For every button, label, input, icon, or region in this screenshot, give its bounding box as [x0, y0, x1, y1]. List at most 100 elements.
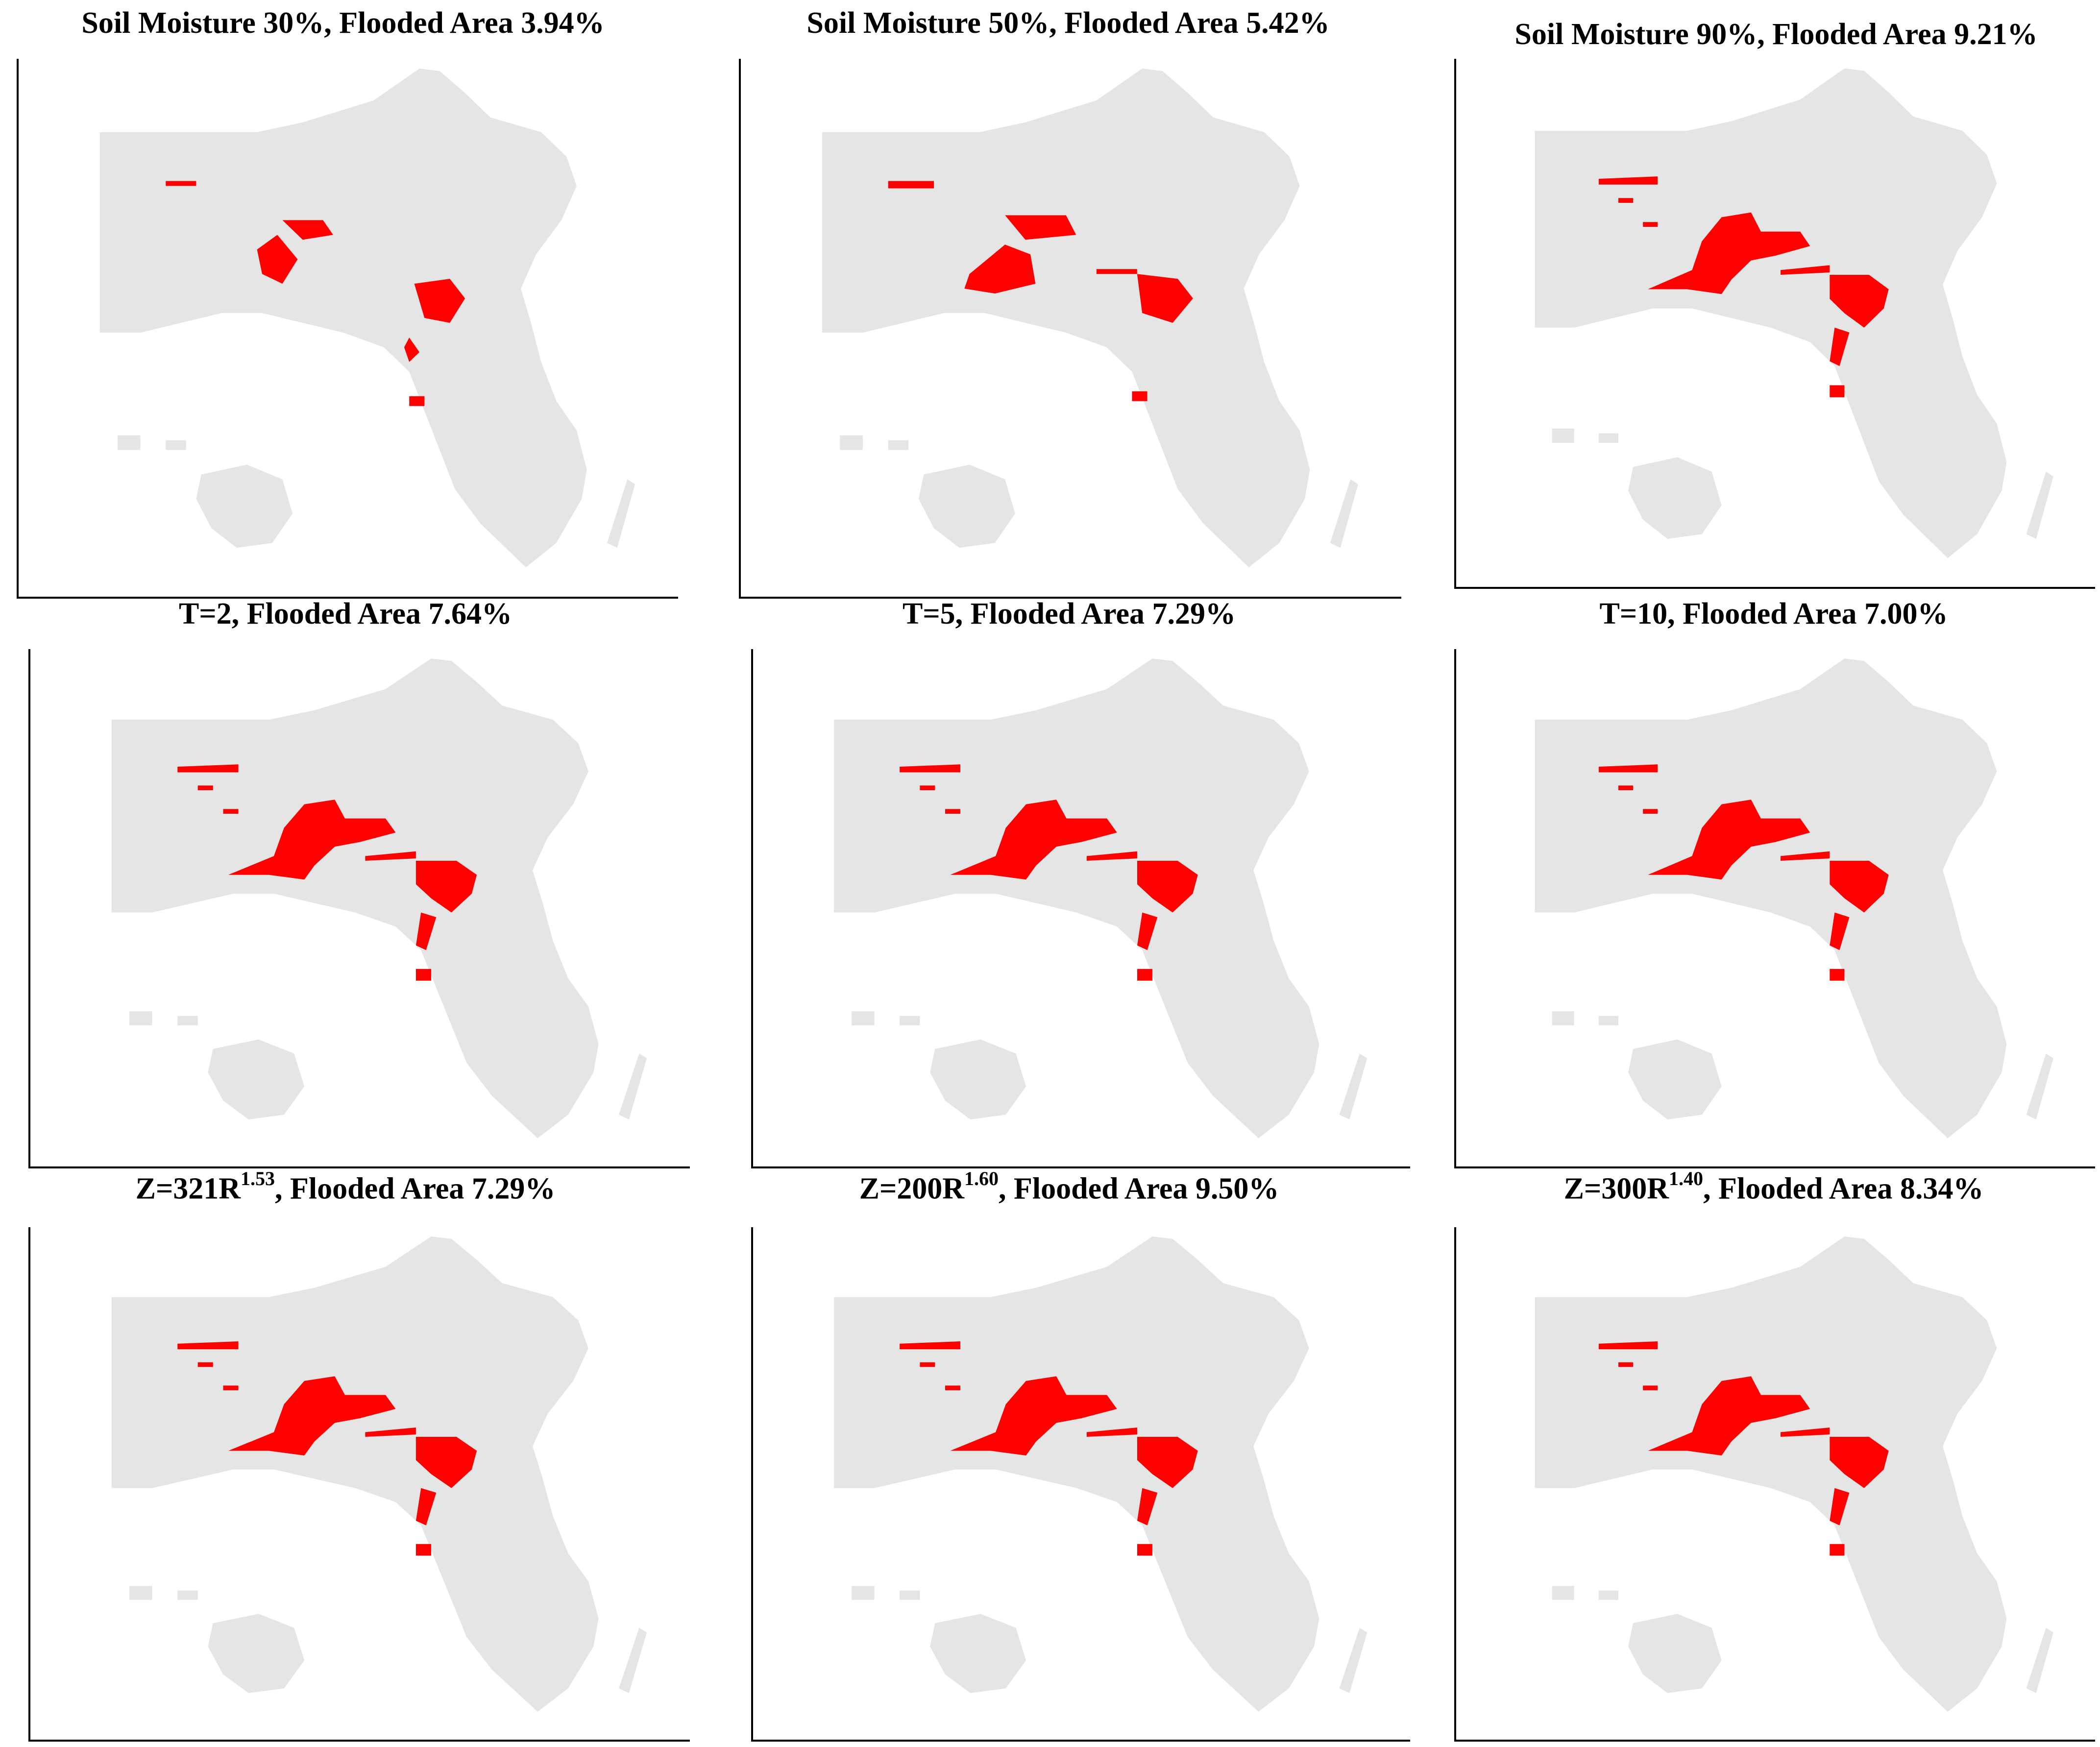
land-area — [834, 1237, 1319, 1712]
map-svg — [822, 68, 1358, 568]
panel-title: Soil Moisture 50%, Flooded Area 5.42% — [806, 6, 1330, 40]
flooded-area — [228, 800, 396, 880]
flooded-area — [1598, 764, 1658, 773]
land-patch — [930, 1614, 1026, 1693]
panel-title: Soil Moisture 30%, Flooded Area 3.94% — [81, 6, 605, 40]
land-patch — [900, 1590, 920, 1600]
flooded-area — [1618, 198, 1634, 203]
flooded-area — [1643, 222, 1658, 227]
flooded-area — [197, 1362, 213, 1367]
flooded-area — [900, 1341, 960, 1350]
land-patch — [900, 1016, 920, 1025]
land-patch — [1330, 479, 1358, 548]
flooded-area — [415, 912, 437, 950]
flooded-area — [414, 279, 465, 323]
flooded-area — [1086, 1427, 1137, 1437]
land-area — [822, 68, 1310, 568]
flooded-area — [1618, 1362, 1634, 1367]
flooded-area — [415, 1544, 431, 1556]
panel-title: Z=300R1.40, Flooded Area 8.34% — [1563, 1167, 1984, 1206]
map-frame — [28, 649, 690, 1168]
map-svg — [111, 1237, 647, 1712]
land-patch — [2026, 1627, 2053, 1693]
flooded-area — [950, 1376, 1117, 1456]
flooded-area — [282, 220, 333, 240]
flooded-area — [945, 1385, 960, 1390]
land-patch — [117, 435, 141, 450]
map-svg — [834, 1237, 1367, 1712]
flooded-area — [888, 181, 934, 189]
flooded-area — [228, 1376, 396, 1456]
land-patch — [852, 1011, 875, 1025]
flooded-area — [257, 235, 298, 284]
flooded-area — [1137, 861, 1198, 913]
flooded-area — [1137, 912, 1158, 950]
land-patch — [619, 1053, 647, 1119]
land-patch — [930, 1039, 1026, 1119]
map-svg — [1535, 1237, 2053, 1712]
land-patch — [1552, 1011, 1574, 1025]
land-area — [1535, 1237, 2007, 1712]
flooded-area — [1132, 391, 1148, 401]
flooded-area — [1643, 809, 1658, 814]
flooded-area — [415, 861, 477, 913]
flooded-area — [1137, 969, 1152, 981]
flooded-area — [415, 1488, 437, 1526]
land-patch — [1552, 428, 1574, 443]
land-patch — [208, 1614, 305, 1693]
flooded-area — [1005, 215, 1076, 240]
land-patch — [129, 1011, 152, 1025]
flooded-area — [1830, 275, 1889, 328]
land-patch — [177, 1016, 198, 1025]
flooded-area — [1643, 1385, 1658, 1390]
panel-title: Z=200R1.60, Flooded Area 9.50% — [859, 1167, 1279, 1206]
land-patch — [129, 1586, 152, 1600]
land-patch — [1598, 433, 1619, 443]
land-patch — [852, 1586, 875, 1600]
flooded-area — [1781, 851, 1830, 861]
flooded-area — [1830, 1436, 1889, 1488]
flooded-area — [1781, 1427, 1830, 1437]
flooded-area — [223, 1385, 239, 1390]
panel-title: T=5, Flooded Area 7.29% — [902, 597, 1236, 631]
land-patch — [177, 1590, 198, 1600]
flooded-area — [945, 809, 960, 814]
flooded-area — [1830, 969, 1845, 981]
flooded-area — [404, 337, 419, 362]
land-patch — [840, 435, 863, 450]
flooded-area — [177, 1341, 239, 1350]
flooded-area — [1830, 861, 1889, 913]
flooded-area — [415, 1436, 477, 1488]
land-patch — [166, 440, 186, 450]
panel-title: Soil Moisture 90%, Flooded Area 9.21% — [1514, 18, 2038, 51]
land-patch — [1628, 457, 1722, 539]
flooded-area — [1096, 269, 1137, 274]
flooded-area — [950, 800, 1117, 880]
flooded-area — [1598, 176, 1658, 185]
panel-title: Z=321R1.53, Flooded Area 7.29% — [135, 1167, 556, 1206]
flooded-area — [1781, 265, 1830, 275]
flooded-area — [197, 785, 213, 790]
land-patch — [2026, 1053, 2053, 1119]
flooded-area — [1618, 785, 1634, 790]
land-patch — [888, 440, 909, 450]
land-patch — [1339, 1053, 1367, 1119]
flooded-area — [1830, 912, 1850, 950]
land-area — [111, 1237, 599, 1712]
map-svg — [834, 658, 1367, 1139]
flooded-area — [1648, 800, 1810, 880]
flooded-area — [1648, 1376, 1810, 1456]
land-area — [834, 658, 1319, 1139]
map-svg — [1535, 658, 2053, 1139]
land-patch — [1552, 1586, 1574, 1600]
map-svg — [99, 68, 635, 568]
map-svg — [1535, 68, 2053, 558]
flooded-area — [409, 396, 425, 406]
land-patch — [1628, 1039, 1722, 1119]
land-patch — [607, 479, 635, 548]
flooded-area — [166, 181, 196, 186]
land-patch — [918, 464, 1015, 548]
panel-title: T=2, Flooded Area 7.64% — [178, 597, 513, 631]
flooded-area — [1830, 385, 1845, 397]
map-frame — [1454, 1227, 2095, 1742]
